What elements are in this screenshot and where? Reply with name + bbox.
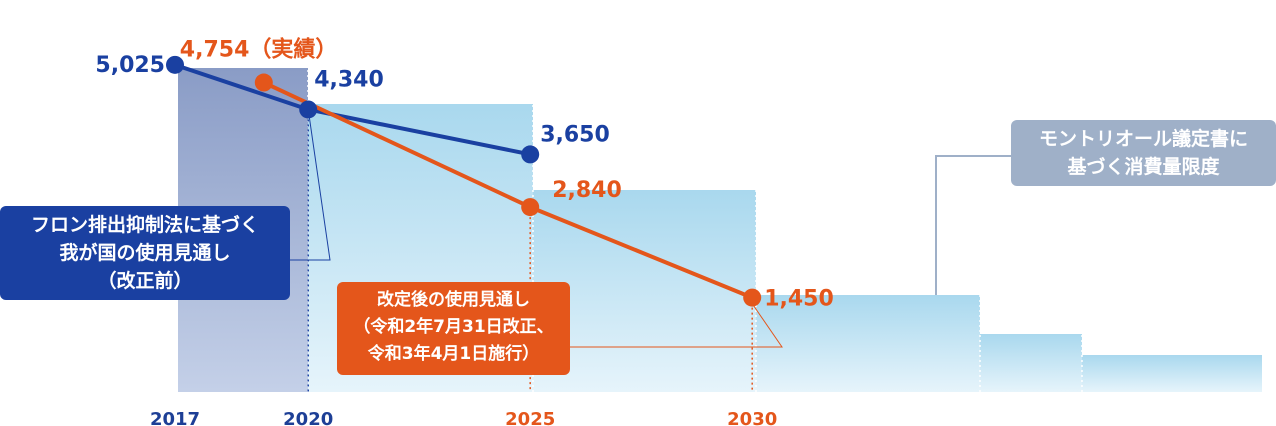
montreal-limit-box: モントリオール議定書に 基づく消費量限度 bbox=[1011, 120, 1276, 186]
leader-original bbox=[290, 109, 331, 261]
limit-step-3 bbox=[756, 295, 980, 392]
point-s0-2 bbox=[521, 145, 540, 164]
value-label-s1-0: 4,754（実績） bbox=[180, 37, 338, 63]
limit-step-5 bbox=[1082, 355, 1262, 392]
point-s1-0 bbox=[254, 73, 273, 92]
point-s1-1 bbox=[521, 198, 540, 217]
x-tick-labels: 2017 2020 2025 2030 bbox=[150, 409, 777, 426]
value-label-s0-0: 5,025 bbox=[95, 53, 165, 78]
point-s0-1 bbox=[299, 100, 318, 119]
value-label-s1-1: 2,840 bbox=[552, 178, 622, 203]
leader-montreal bbox=[935, 155, 1011, 295]
point-s0-0 bbox=[166, 55, 184, 74]
x-tick-2017: 2017 bbox=[150, 409, 200, 426]
x-tick-2030: 2030 bbox=[727, 409, 777, 426]
value-labels: 5,025 4,340 3,650 4,754（実績） 2,840 1,450 bbox=[95, 37, 833, 312]
limit-step-4 bbox=[980, 334, 1082, 392]
data-points bbox=[166, 55, 762, 307]
value-label-s0-1: 4,340 bbox=[314, 67, 384, 92]
point-s1-2 bbox=[743, 288, 762, 307]
x-tick-2020: 2020 bbox=[283, 409, 333, 426]
limit-steps bbox=[178, 68, 1262, 392]
value-label-s1-2: 1,450 bbox=[764, 287, 834, 312]
value-label-s0-2: 3,650 bbox=[540, 122, 610, 147]
leader-revised bbox=[570, 303, 783, 348]
guide-lines bbox=[290, 109, 1011, 392]
x-tick-2025: 2025 bbox=[505, 409, 555, 426]
legend-box-original: フロン排出抑制法に基づく 我が国の使用見通し （改正前） bbox=[0, 206, 290, 300]
legend-box-revised: 改定後の使用見通し （令和2年7月31日改正、 令和3年4月1日施行） bbox=[337, 282, 570, 375]
